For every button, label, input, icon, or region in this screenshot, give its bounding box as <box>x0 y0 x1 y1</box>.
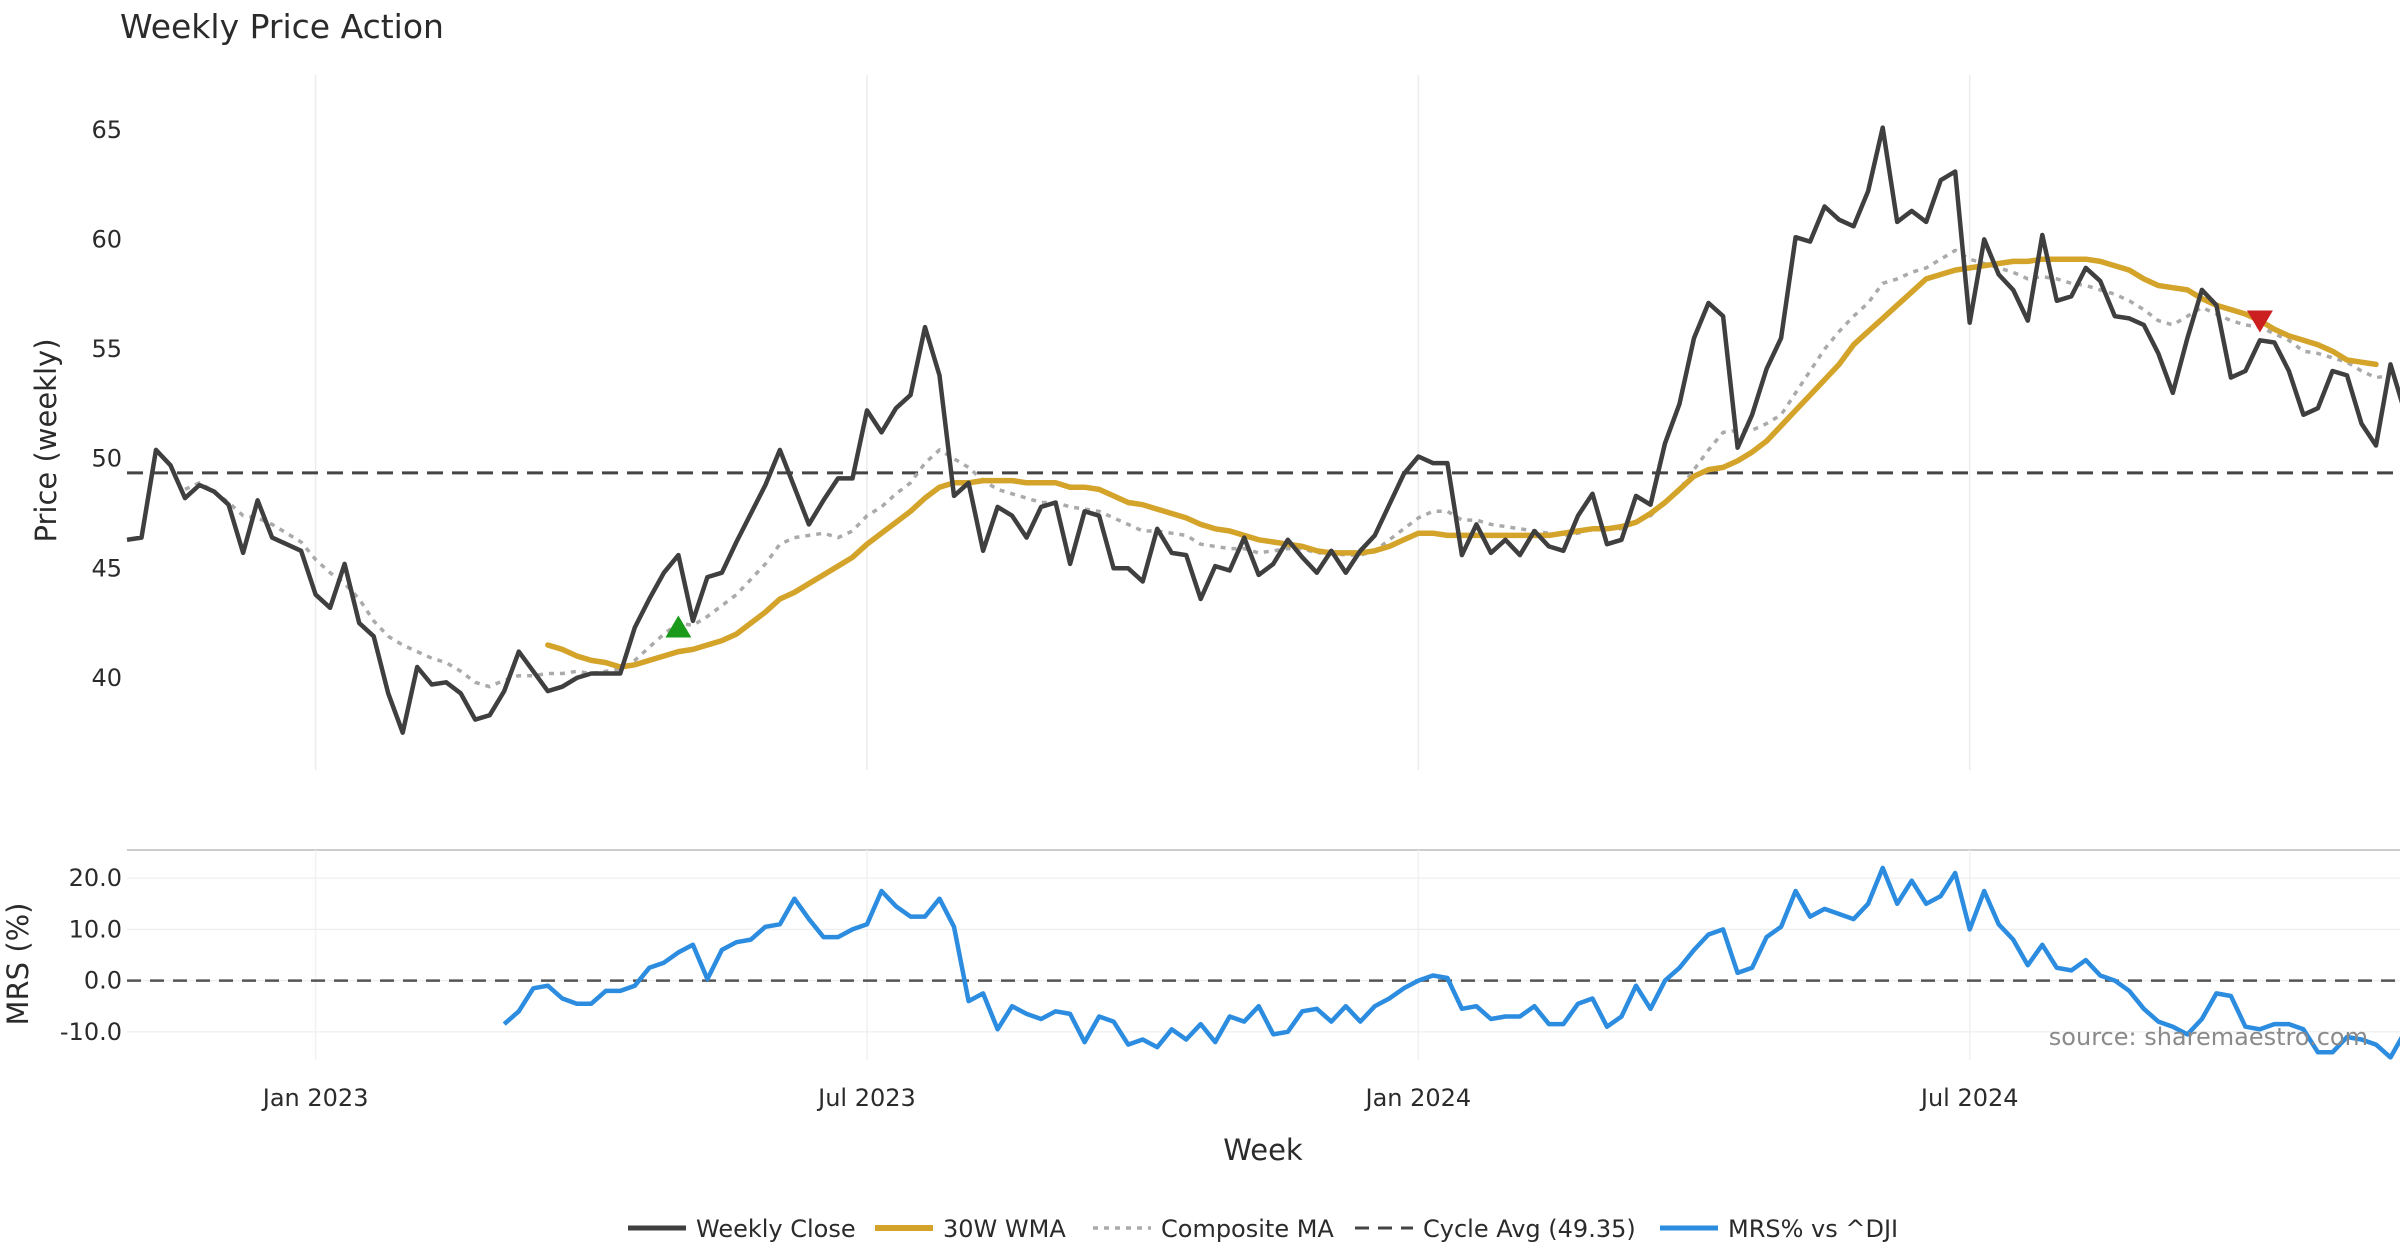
signal-markers <box>665 310 2273 638</box>
wma-30w-line <box>545 256 2379 670</box>
mrs-y-ticks: 20.0 10.0 0.0 -10.0 <box>60 864 122 1046</box>
mrs-y-tick-1: 10.0 <box>69 915 122 943</box>
price-panel: 40 45 50 55 60 65 Price (weekly) <box>29 75 2400 770</box>
x-tick-2: Jan 2024 <box>1363 1084 1471 1112</box>
x-tick-1: Jul 2023 <box>816 1084 916 1112</box>
price-y-tick-2: 50 <box>91 445 122 473</box>
x-tick-0: Jan 2023 <box>261 1084 369 1112</box>
legend-label-0: Weekly Close <box>696 1215 856 1243</box>
price-y-tick-5: 65 <box>91 116 122 144</box>
source-note: source: sharemaestro.com <box>2049 1023 2368 1051</box>
mrs-y-tick-0: 20.0 <box>69 864 122 892</box>
x-tick-3: Jul 2024 <box>1919 1084 2019 1112</box>
mrs-panel: 20.0 10.0 0.0 -10.0 MRS (%) source: sharema… <box>1 849 2400 1060</box>
price-y-tick-0: 40 <box>91 664 122 692</box>
price-y-tick-4: 60 <box>91 225 122 253</box>
weekly-close-line <box>126 125 2400 735</box>
legend-label-1: 30W WMA <box>943 1215 1066 1243</box>
chart-title: Weekly Price Action <box>120 7 444 46</box>
composite-ma-line <box>184 248 2391 689</box>
price-y-axis-label: Price (weekly) <box>29 338 63 542</box>
sell-signal-marker <box>2246 310 2273 333</box>
x-axis-label: Week <box>1223 1133 1303 1167</box>
legend-label-2: Composite MA <box>1161 1215 1334 1243</box>
mrs-y-tick-2: 0.0 <box>84 967 122 995</box>
legend: Weekly Close 30W WMA Composite MA Cycle Avg… <box>628 1215 1898 1243</box>
price-y-tick-1: 45 <box>91 554 122 582</box>
buy-signal-marker <box>665 615 692 638</box>
legend-label-4: MRS% vs ^DJI <box>1728 1215 1898 1243</box>
price-y-ticks: 40 45 50 55 60 65 <box>91 116 122 692</box>
legend-label-3: Cycle Avg (49.35) <box>1423 1215 1636 1243</box>
mrs-line <box>502 865 2400 1060</box>
price-gridlines <box>314 75 1971 770</box>
mrs-y-tick-3: -10.0 <box>60 1018 122 1046</box>
mrs-y-axis-label: MRS (%) <box>1 903 35 1026</box>
price-y-tick-3: 55 <box>91 335 122 363</box>
